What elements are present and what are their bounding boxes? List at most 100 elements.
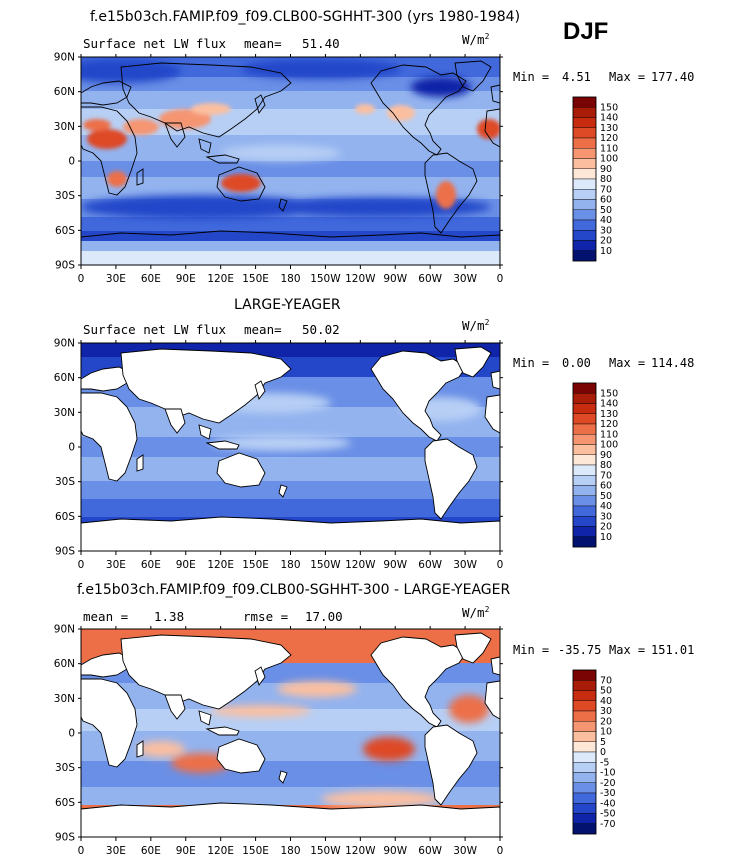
colorbar-swatch xyxy=(572,485,597,496)
colorbar-label: -50 xyxy=(600,809,616,820)
colorbar-label: 60 xyxy=(600,195,612,206)
colorbar-label: 150 xyxy=(600,102,618,113)
colorbar-swatch xyxy=(572,413,597,425)
lon-label: 180 xyxy=(280,273,300,285)
colorbar-label: 140 xyxy=(600,113,618,124)
panel3-rmse-label: rmse = xyxy=(243,609,289,624)
colorbar-swatch xyxy=(572,127,597,139)
colorbar-label: -40 xyxy=(600,798,616,809)
colorbar-swatch xyxy=(572,803,597,814)
lat-label: 60N xyxy=(54,372,75,384)
lon-label: 30E xyxy=(106,845,126,857)
lon-label: 30W xyxy=(453,559,477,571)
colorbar-label: 20 xyxy=(600,522,612,533)
panel1-min-label: Min = xyxy=(513,70,550,84)
colorbar-swatch xyxy=(572,669,597,681)
colorbar-label: 110 xyxy=(600,429,618,440)
colorbar-swatch xyxy=(572,250,597,262)
colorbar-label: 110 xyxy=(600,143,618,154)
colorbar-label: 30 xyxy=(600,706,612,717)
colorbar-swatch xyxy=(572,434,597,445)
colorbar-label: -30 xyxy=(600,788,616,799)
colorbar-label: 90 xyxy=(600,450,612,461)
lon-label: 30W xyxy=(453,273,477,285)
lat-label: 30S xyxy=(55,190,75,202)
colorbar-swatch xyxy=(572,690,597,701)
colorbar-swatch xyxy=(572,741,597,753)
lon-label: 150W xyxy=(310,273,341,285)
colorbar-label: 40 xyxy=(600,501,612,512)
colorbar-label: 130 xyxy=(600,409,618,420)
panel1-variable-label: Surface net LW flux xyxy=(83,36,226,51)
colorbar-label: 40 xyxy=(600,215,612,226)
colorbar-swatch xyxy=(572,403,597,414)
lon-label: 60E xyxy=(141,845,161,857)
lon-label: 150W xyxy=(310,845,341,857)
panel3-max-label: Max = xyxy=(609,643,646,657)
colorbar-label: 130 xyxy=(600,123,618,134)
colorbar-label: -70 xyxy=(600,819,616,830)
colorbar-swatch xyxy=(572,731,597,742)
lat-label: 0 xyxy=(68,728,75,740)
colorbar-swatch xyxy=(572,782,597,794)
panel1-units: W/m2 xyxy=(462,32,490,48)
colorbar-swatch xyxy=(572,444,597,455)
lon-label: 90E xyxy=(176,273,196,285)
colorbar-label: 10 xyxy=(600,727,612,738)
colorbar-label: 80 xyxy=(600,460,612,471)
colorbar-label: 140 xyxy=(600,399,618,410)
lat-label: 90N xyxy=(54,624,75,636)
colorbar-label: -20 xyxy=(600,778,616,789)
panel2-title: LARGE-YEAGER xyxy=(234,297,341,313)
panel1-max-label: Max = xyxy=(609,70,646,84)
lon-label: 120E xyxy=(207,559,234,571)
colorbar-swatch xyxy=(572,393,597,404)
lon-label: 30E xyxy=(106,273,126,285)
colorbar-label: 10 xyxy=(600,246,612,257)
colorbar-swatch xyxy=(572,505,597,517)
colorbar-label: 80 xyxy=(600,174,612,185)
colorbar-label: 50 xyxy=(600,686,612,697)
colorbar-swatch xyxy=(572,680,597,691)
colorbar-label: 20 xyxy=(600,236,612,247)
colorbar-label: 5 xyxy=(600,737,606,748)
lon-label: 120W xyxy=(345,273,376,285)
panel2-mean-label: mean= xyxy=(244,322,282,337)
colorbar-swatch xyxy=(572,117,597,128)
colorbar-swatch xyxy=(572,516,597,527)
panel1-max-value: 177.40 xyxy=(651,70,695,84)
panel2-max-label: Max = xyxy=(609,356,646,370)
panel3-mean-value: 1.38 xyxy=(154,609,185,624)
colorbar-swatch xyxy=(572,813,597,824)
colorbar-swatch xyxy=(572,199,597,210)
lon-label: 90E xyxy=(176,845,196,857)
lon-label: 0 xyxy=(78,273,85,285)
colorbar-label: 90 xyxy=(600,164,612,175)
colorbar-swatch xyxy=(572,382,597,394)
colorbar-swatch xyxy=(572,495,597,507)
colorbar-swatch xyxy=(572,823,597,835)
lon-label: 30W xyxy=(453,845,477,857)
lat-label: 90S xyxy=(55,260,75,272)
lon-label: 60W xyxy=(418,273,442,285)
lon-label: 90W xyxy=(383,273,407,285)
lon-label: 90W xyxy=(383,559,407,571)
colorbar-label: -10 xyxy=(600,768,616,779)
panel2-mean-value: 50.02 xyxy=(302,322,340,337)
panel2-min-label: Min = xyxy=(513,356,550,370)
lon-label: 60W xyxy=(418,559,442,571)
colorbar-label: -5 xyxy=(600,757,609,768)
colorbar-label: 50 xyxy=(600,205,612,216)
colorbar-swatch xyxy=(572,158,597,169)
lon-label: 60E xyxy=(141,273,161,285)
colorbar-label: 0 xyxy=(600,747,606,758)
lat-label: 30N xyxy=(54,121,75,133)
colorbar-swatch xyxy=(572,710,597,722)
lon-label: 60E xyxy=(141,559,161,571)
colorbar-label: 100 xyxy=(600,440,618,451)
colorbar-swatch xyxy=(572,762,597,773)
panel3-mean-label: mean = xyxy=(83,609,129,624)
colorbar-swatch xyxy=(572,536,597,548)
